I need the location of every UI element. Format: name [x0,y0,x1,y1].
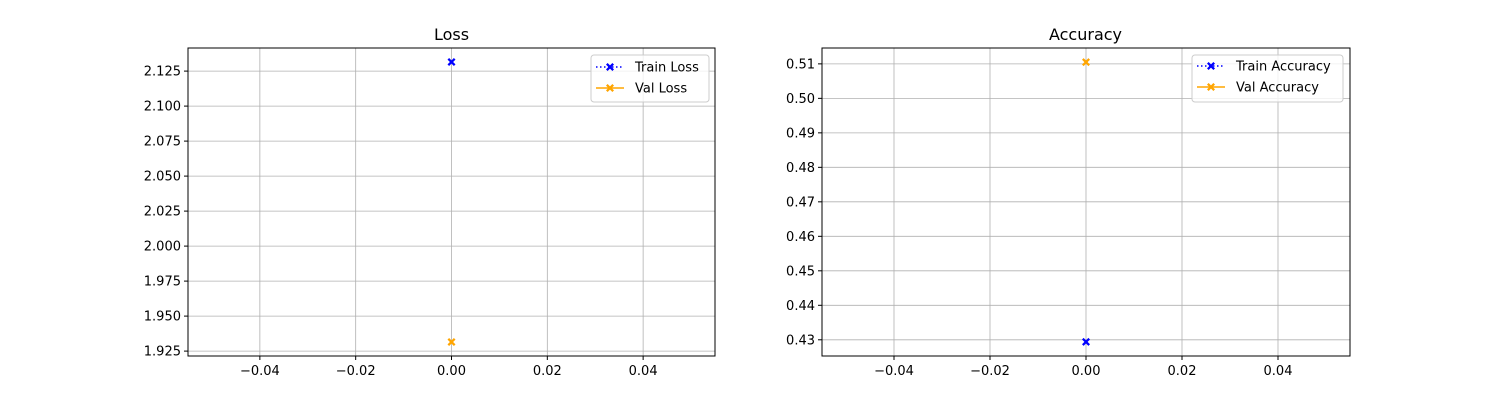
x-tick-label: 0.02 [533,364,562,379]
y-tick-label: 0.45 [786,264,815,279]
y-tick-label: 0.44 [786,299,815,314]
x-tick-label: 0.02 [1168,364,1197,379]
y-tick-label: 0.50 [786,92,815,107]
legend-marker-val-loss [606,84,614,92]
plot-area: −0.04 −0.02 0.00 0.02 0.04 1.925 1.950 1.975 2.0… [144,47,716,379]
y-tick-label: 2.050 [144,170,181,185]
y-tick-label: 0.46 [786,230,815,245]
loss-chart: Loss −0.04 −0.02 0.00 0.02 0.04 1.925 1.950 1.9… [144,25,716,379]
x-tick-label: −0.02 [970,364,1010,379]
legend-marker-train-loss [606,63,614,71]
x-tick-label: −0.04 [874,364,914,379]
chart-legend: Train Accuracy Val Accuracy [1191,54,1344,103]
y-tick-label: 1.975 [144,275,181,290]
y-tick-label: 0.51 [786,57,815,72]
y-tick-label: 1.950 [144,310,181,325]
y-tick-label: 2.025 [144,205,181,220]
legend-marker-train-accuracy [1207,62,1215,70]
legend-box [1191,54,1344,103]
chart-legend: Train Loss Val Loss [590,54,710,103]
x-tick-label: 0.00 [437,364,466,379]
y-tick-label: 0.47 [786,195,815,210]
legend-label-val-loss: Val Loss [635,82,687,97]
y-tick-label: 2.100 [144,100,181,115]
y-tick-label: 2.125 [144,65,181,80]
data-point-val-accuracy [1082,58,1090,67]
accuracy-chart: Accuracy −0.04 −0.02 0.00 0.02 0.04 0.43 0.44 0… [786,25,1351,379]
y-tick-label: 0.48 [786,161,815,176]
data-point-val-loss [447,338,456,346]
y-tick-label: 1.925 [144,345,181,360]
x-tick-label: 0.04 [629,364,658,379]
chart-title: Loss [434,25,469,44]
legend-label-val-accuracy: Val Accuracy [1236,81,1319,96]
y-tick-label: 0.49 [786,126,815,141]
x-tick-label: 0.00 [1072,364,1101,379]
data-point-train-loss [447,58,456,66]
chart-title: Accuracy [1049,25,1122,44]
y-tick-label: 2.075 [144,135,181,150]
data-point-train-accuracy [1082,337,1090,346]
x-tick-label: 0.04 [1264,364,1293,379]
plot-area: −0.04 −0.02 0.00 0.02 0.04 0.43 0.44 0.45 0.46 0.… [786,47,1351,379]
legend-label-train-accuracy: Train Accuracy [1235,60,1331,75]
y-tick-label: 0.43 [786,333,815,348]
x-tick-label: −0.04 [240,364,280,379]
legend-label-train-loss: Train Loss [634,61,699,76]
y-tick-label: 2.000 [144,240,181,255]
x-tick-label: −0.02 [336,364,376,379]
legend-marker-val-accuracy [1207,83,1215,91]
